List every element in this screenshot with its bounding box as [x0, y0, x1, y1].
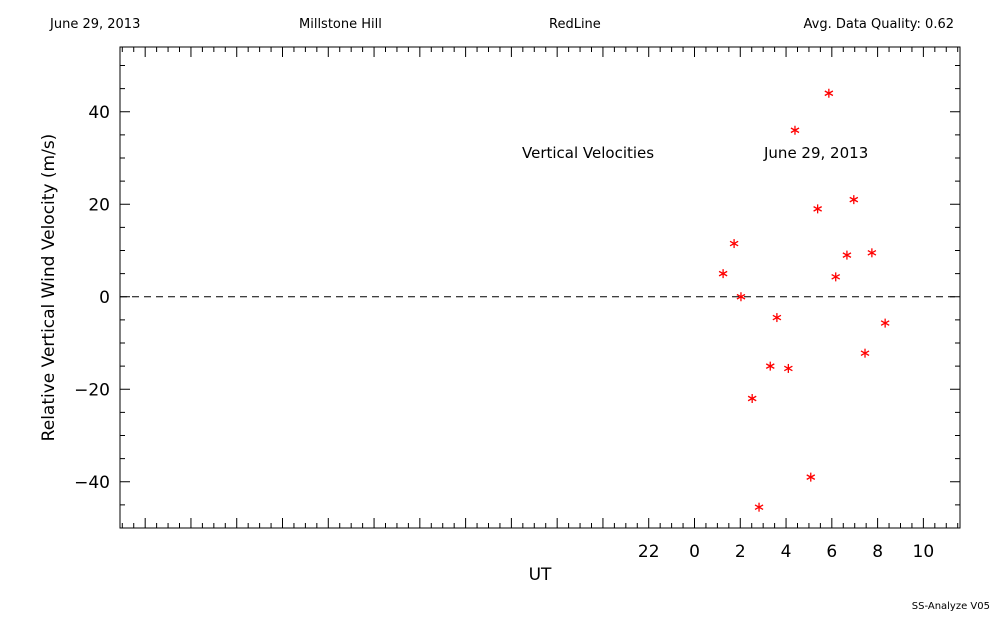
data-point — [806, 472, 816, 482]
data-point — [754, 502, 764, 512]
annotation-date: June 29, 2013 — [763, 144, 868, 162]
data-point — [790, 125, 800, 135]
data-point — [783, 363, 793, 373]
data-point — [880, 318, 890, 328]
data-point — [860, 348, 870, 358]
y-tick-label: 20 — [88, 195, 110, 215]
plot-frame — [119, 46, 961, 529]
y-tick-label: 0 — [99, 288, 110, 308]
data-point — [718, 269, 728, 279]
data-point — [747, 394, 757, 403]
data-point — [736, 292, 746, 302]
data-point — [765, 361, 775, 371]
x-tick-label: 2 — [735, 542, 746, 562]
data-point — [813, 204, 823, 214]
y-tick-label: 40 — [88, 103, 110, 123]
data-point — [729, 239, 739, 249]
x-tick-label: 6 — [826, 542, 837, 562]
x-axis-label: UT — [529, 565, 552, 585]
software-version: SS-Analyze V05 — [911, 601, 990, 612]
data-point — [824, 88, 834, 98]
annotation-title: Vertical Velocities — [522, 144, 654, 162]
quality-label: Avg. Data Quality: 0.62 — [803, 17, 954, 32]
data-point — [849, 195, 859, 205]
x-tick-label: 4 — [781, 542, 792, 562]
y-axis-label: Relative Vertical Wind Velocity (m/s) — [39, 134, 59, 442]
site-label: Millstone Hill — [299, 17, 382, 32]
date-label: June 29, 2013 — [50, 17, 141, 32]
y-tick-label: −20 — [74, 380, 110, 400]
x-tick-label: 10 — [913, 542, 935, 562]
x-tick-label: 0 — [689, 542, 700, 562]
data-point — [831, 272, 841, 282]
data-point — [772, 313, 782, 323]
x-tick-label: 22 — [638, 542, 660, 562]
y-tick-label: −40 — [74, 473, 110, 493]
x-tick-label: 8 — [872, 542, 883, 562]
data-point — [842, 250, 852, 260]
instrument-label: RedLine — [549, 17, 601, 32]
data-point — [867, 248, 877, 258]
